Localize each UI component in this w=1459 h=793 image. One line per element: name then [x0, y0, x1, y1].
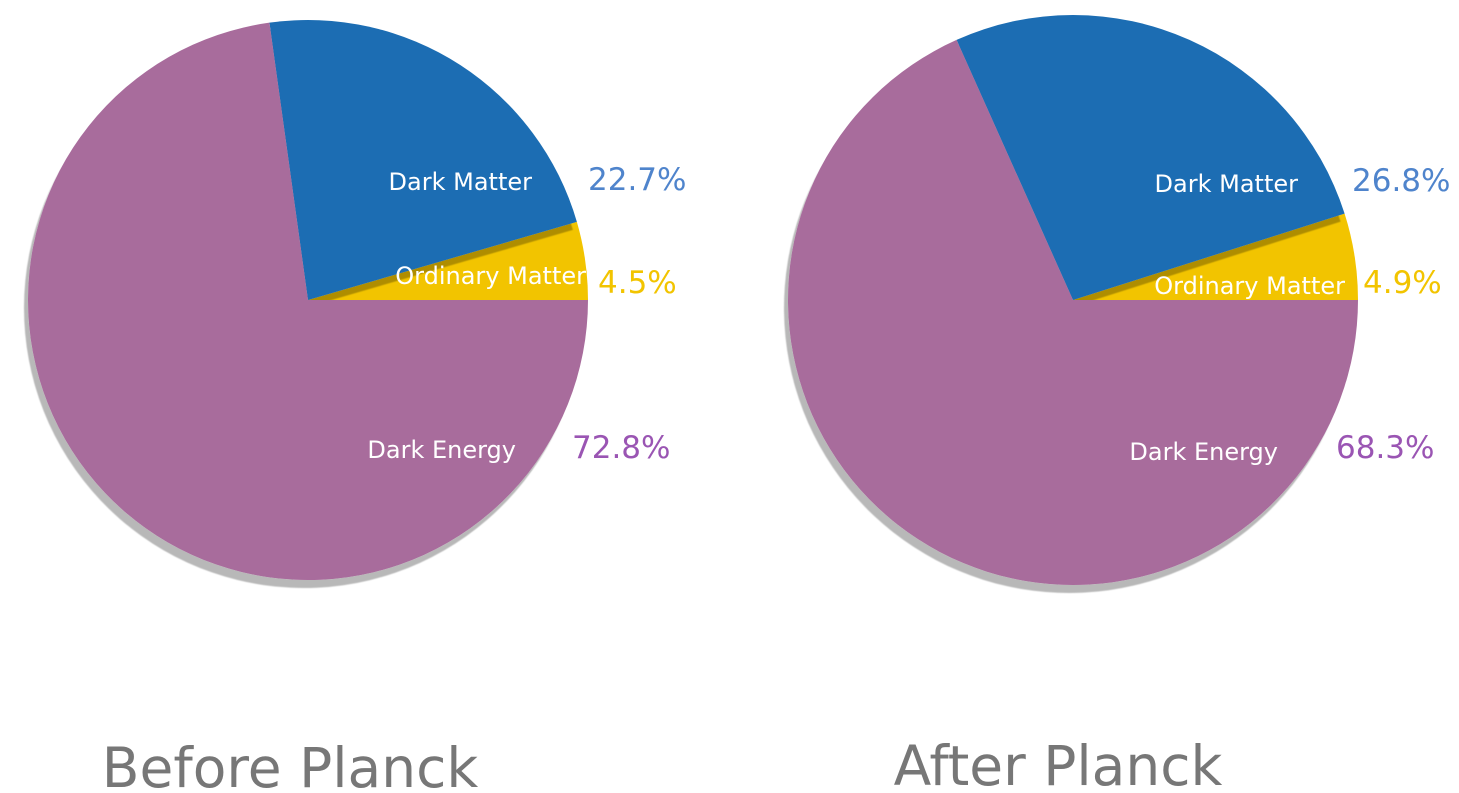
value-label-ordinary-matter: 4.9%	[1363, 265, 1442, 301]
chart-title-before-planck: Before Planck	[102, 736, 479, 793]
pie-slice-ordinary-matter	[308, 221, 588, 300]
slice-label-ordinary-matter: Ordinary Matter	[1154, 272, 1345, 300]
slice-label-ordinary-matter: Ordinary Matter	[395, 262, 586, 290]
value-label-dark-matter: 22.7%	[588, 162, 686, 198]
pie-after-planck: Ordinary Matter 4.9% Dark Matter 26.8% Dark …	[788, 14, 1450, 585]
pie-slice-ordinary-matter	[1073, 213, 1358, 300]
pie-slice-dark-matter	[269, 19, 577, 301]
value-label-ordinary-matter: 4.5%	[598, 265, 677, 301]
slice-label-dark-matter: Dark Matter	[1155, 170, 1299, 198]
chart-title-after-planck: After Planck	[894, 734, 1223, 793]
value-label-dark-energy: 68.3%	[1336, 430, 1434, 466]
slice-label-dark-energy: Dark Energy	[1129, 438, 1278, 466]
pie-slice-dark-energy	[788, 39, 1358, 585]
pie-slice-dark-matter	[956, 14, 1345, 300]
pie-before-planck: Ordinary Matter 4.5% Dark Matter 22.7% Dark …	[28, 19, 686, 580]
value-label-dark-matter: 26.8%	[1352, 163, 1450, 199]
value-label-dark-energy: 72.8%	[572, 430, 670, 466]
slice-label-dark-matter: Dark Matter	[389, 168, 533, 196]
slice-label-dark-energy: Dark Energy	[367, 436, 516, 464]
pie-slice-dark-energy	[28, 22, 588, 580]
